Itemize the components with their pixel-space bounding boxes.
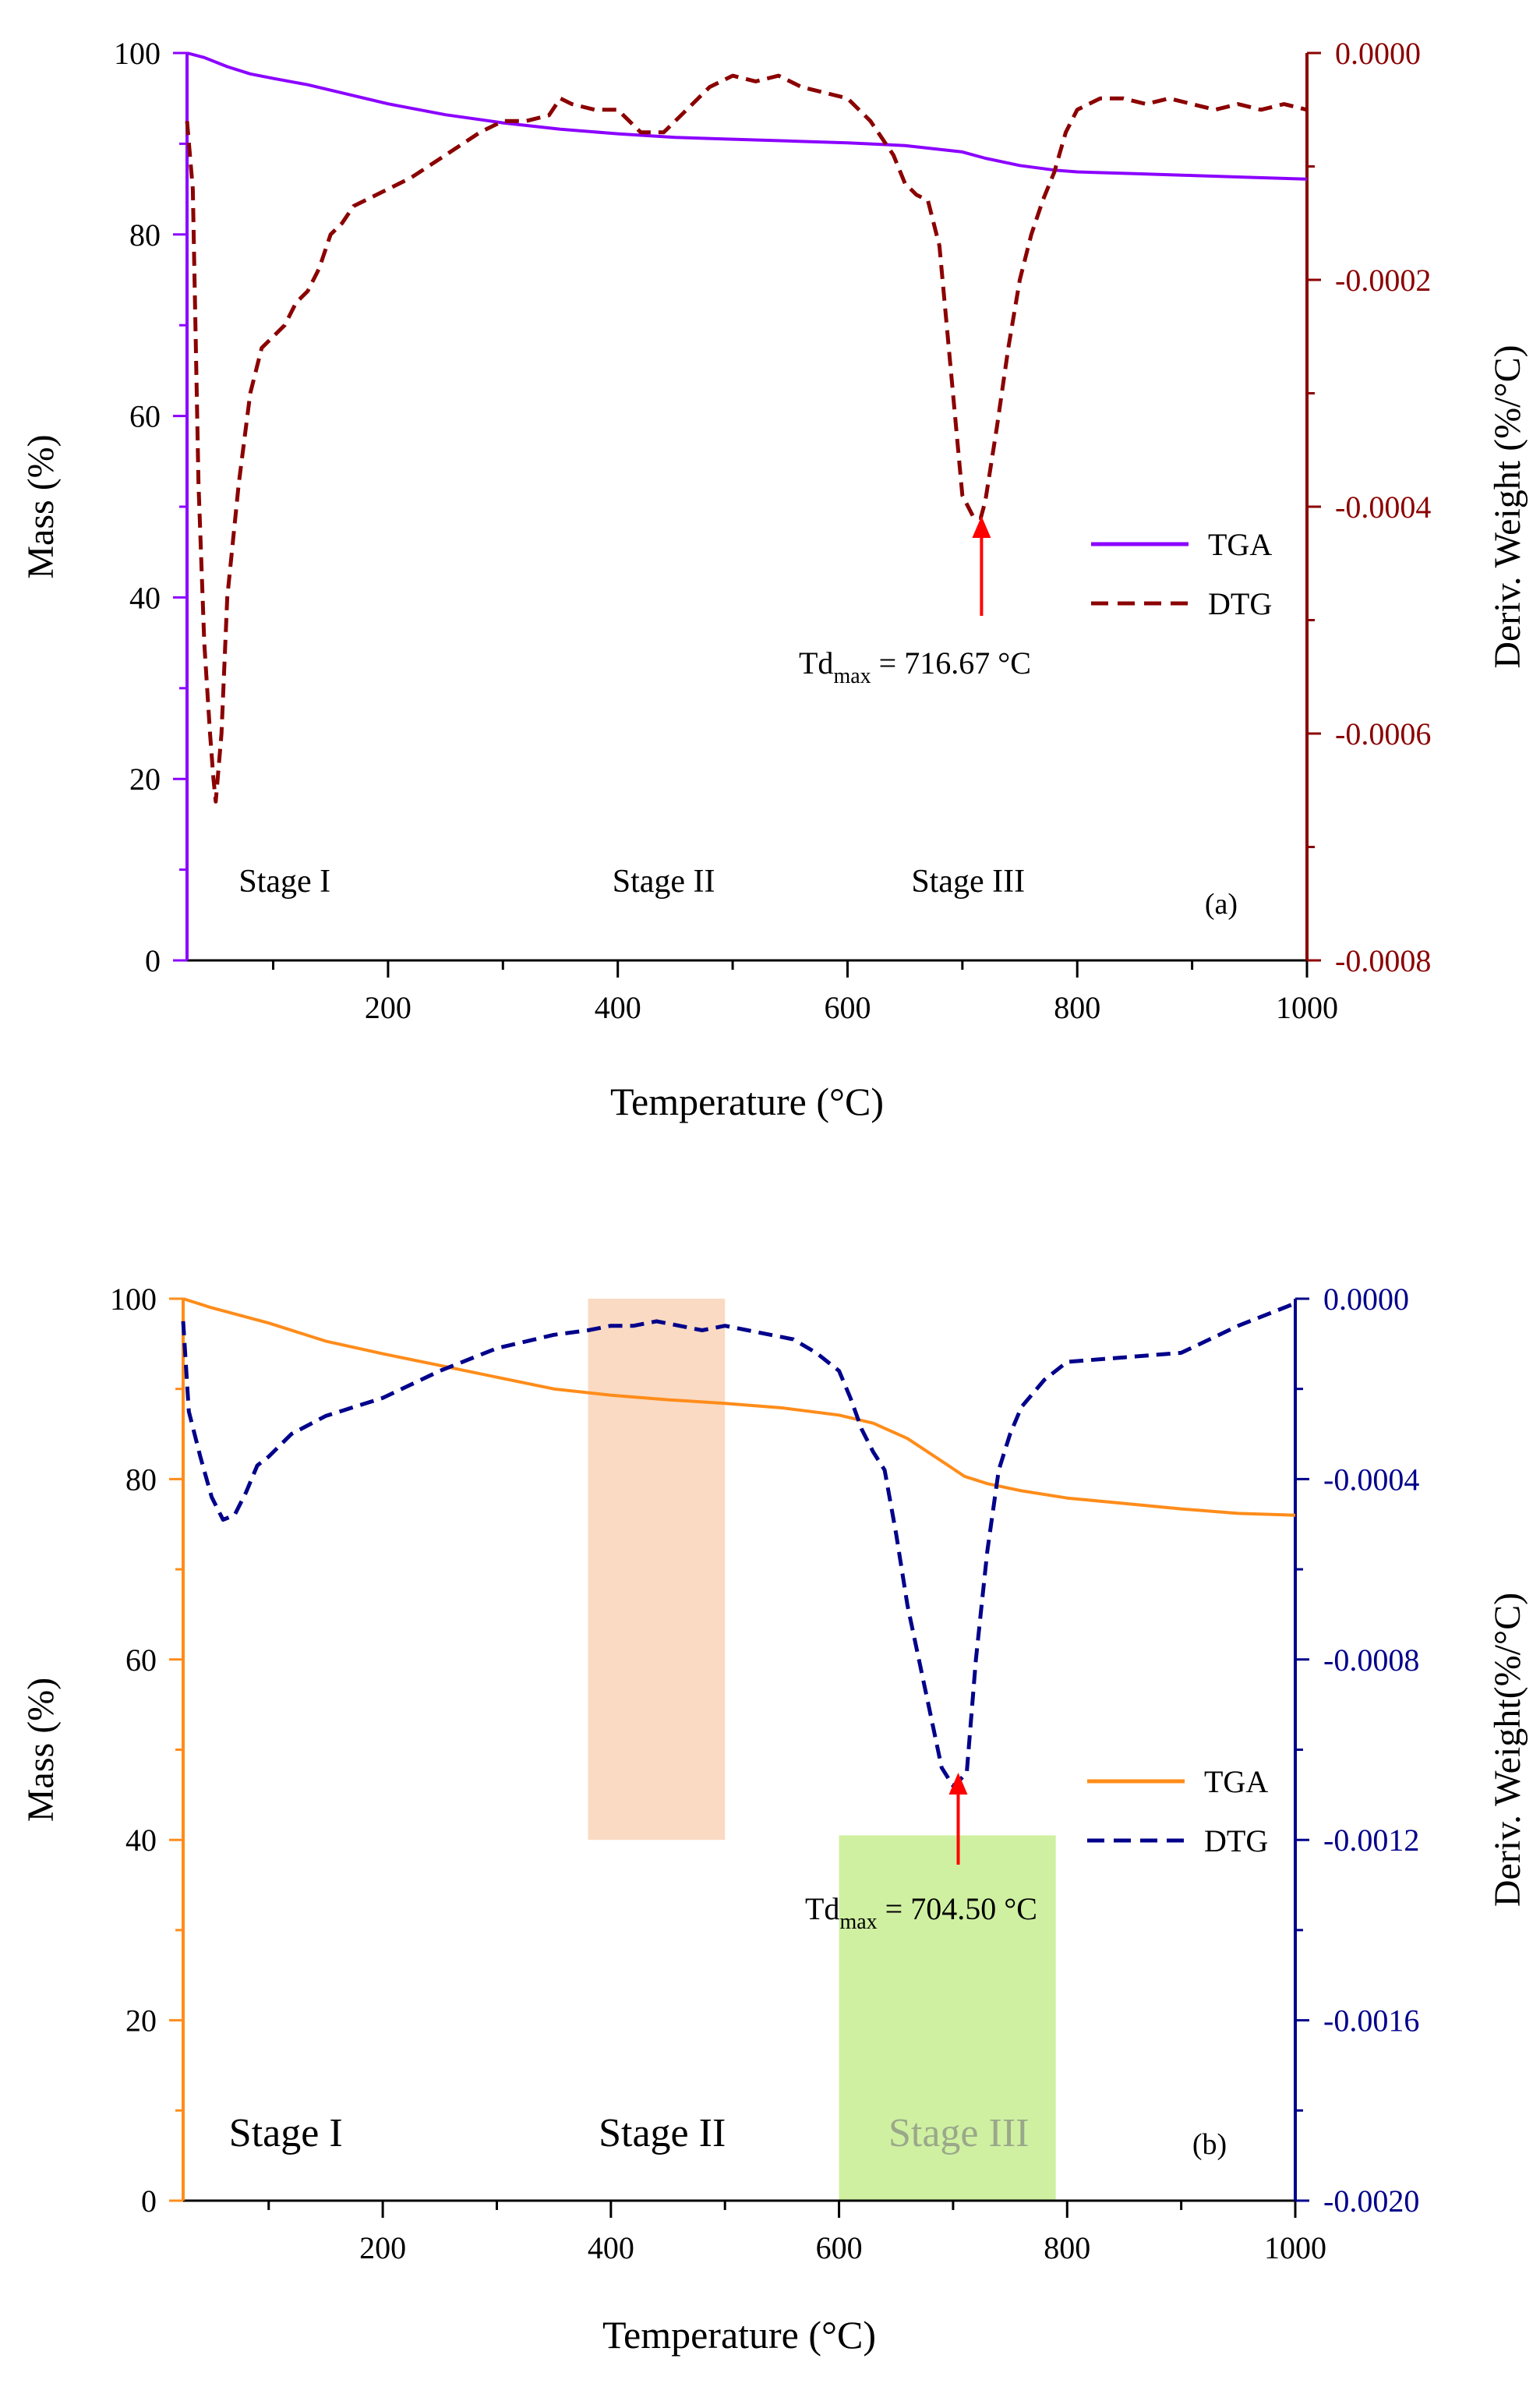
annotation-arrow-head xyxy=(948,1773,968,1795)
x-tick-label: 1000 xyxy=(1264,2230,1326,2265)
legend-label-tga: TGA xyxy=(1204,1764,1268,1799)
x-axis-label: Temperature (°C) xyxy=(610,1080,884,1123)
chart-panel-b: 200 400 600 800 1000 0 20 40 60 80 100 -0.0020 -0.00… xyxy=(20,1282,1528,2357)
annotation-label-sub: max xyxy=(839,1910,877,1934)
y-left-tick-label: 0 xyxy=(145,943,161,978)
y-right-tick-label: 0.0000 xyxy=(1323,1282,1409,1317)
y-left-tick-label: 80 xyxy=(129,217,161,253)
y-left-tick-label: 0 xyxy=(141,2184,157,2219)
y-left-tick-label: 40 xyxy=(129,580,161,615)
y-right-tick-label: 0.0000 xyxy=(1335,36,1421,71)
stage-label: Stage II xyxy=(613,864,715,900)
stage-label: Stage II xyxy=(599,2111,726,2155)
x-tick-label: 400 xyxy=(595,990,641,1025)
stage-label: Stage I xyxy=(229,2111,343,2155)
y-right-tick-label: -0.0008 xyxy=(1323,1643,1419,1678)
annotation-label-main: Td xyxy=(805,1891,839,1926)
y-right-tick-label: -0.0020 xyxy=(1323,2184,1419,2219)
stage-label: Stage III xyxy=(888,2111,1029,2155)
y-axis-right-label: Deriv. Weight (%/°C) xyxy=(1487,345,1528,668)
series-line-dtg xyxy=(185,73,1308,804)
stage-label: Stage III xyxy=(911,864,1025,900)
y-right-tick-label: -0.0002 xyxy=(1335,263,1431,298)
y-right-tick-label: -0.0012 xyxy=(1323,1823,1419,1858)
y-left-tick-label: 60 xyxy=(129,399,161,434)
chart-panel-a: 200 400 600 800 1000 0 20 40 60 80 100 -0.0008 -0.00… xyxy=(20,36,1528,1123)
x-tick-label: 400 xyxy=(588,2230,634,2265)
panel-label: (a) xyxy=(1205,888,1238,921)
y-right-tick-label: -0.0006 xyxy=(1335,716,1431,751)
series-line-tga xyxy=(182,1297,1296,1517)
y-right-tick-label: -0.0004 xyxy=(1335,490,1431,525)
series-line-tga xyxy=(186,51,1308,181)
x-tick-label: 600 xyxy=(824,990,871,1025)
y-left-tick-label: 20 xyxy=(125,2003,157,2039)
y-right-tick-label: -0.0016 xyxy=(1323,2003,1419,2039)
y-axis-right-label: Deriv. Weight(%/°C) xyxy=(1487,1593,1528,1907)
stage-2-region xyxy=(588,1299,726,1841)
x-tick-label: 600 xyxy=(816,2230,863,2265)
y-axis-left-label: Mass (%) xyxy=(20,1678,62,1822)
annotation-label-value: = 704.50 °C xyxy=(878,1891,1037,1926)
x-tick-label: 1000 xyxy=(1276,990,1338,1025)
annotation-label-sub: max xyxy=(833,664,871,688)
y-left-tick-label: 60 xyxy=(125,1643,157,1678)
x-tick-label: 200 xyxy=(359,2230,406,2265)
legend-label-dtg: DTG xyxy=(1208,586,1272,621)
annotation-label: Tdmax = 716.67 °C xyxy=(799,645,1031,688)
annotation-label-main: Td xyxy=(799,645,833,681)
y-left-tick-label: 40 xyxy=(125,1823,157,1858)
stage-3-region xyxy=(839,1835,1056,2201)
annotation-label-value: = 716.67 °C xyxy=(871,645,1031,681)
y-axis-left-label: Mass (%) xyxy=(20,434,62,578)
y-right-tick-label: -0.0004 xyxy=(1323,1462,1419,1497)
panel-label: (b) xyxy=(1192,2128,1227,2161)
x-tick-label: 200 xyxy=(365,990,411,1025)
y-right-tick-label: -0.0008 xyxy=(1335,943,1431,978)
annotation-label: Tdmax = 704.50 °C xyxy=(805,1891,1037,1934)
x-axis-label: Temperature (°C) xyxy=(602,2313,876,2357)
series-line-dtg xyxy=(181,1301,1296,1788)
legend-label-tga: TGA xyxy=(1208,527,1272,562)
stage-label: Stage I xyxy=(238,864,330,900)
x-tick-label: 800 xyxy=(1044,2230,1090,2265)
y-left-tick-label: 100 xyxy=(114,36,161,71)
y-left-tick-label: 100 xyxy=(110,1282,157,1317)
annotation-arrow-head xyxy=(972,516,991,538)
y-left-tick-label: 80 xyxy=(125,1462,157,1497)
x-tick-label: 800 xyxy=(1054,990,1100,1025)
legend-label-dtg: DTG xyxy=(1204,1823,1268,1858)
y-left-tick-label: 20 xyxy=(129,762,161,797)
